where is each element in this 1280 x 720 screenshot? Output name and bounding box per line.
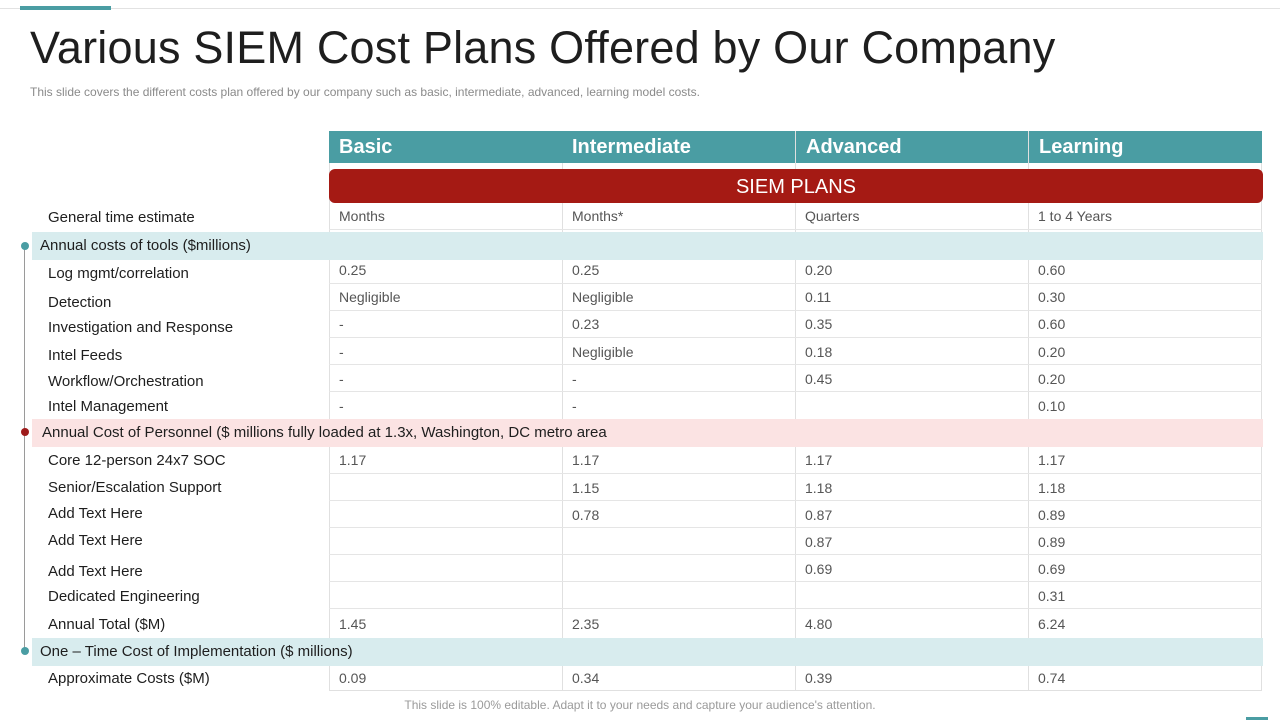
table-cell: 0.31 (1038, 588, 1066, 604)
column-divider (795, 131, 796, 691)
table-cell: 0.39 (805, 670, 833, 686)
row-label: Add Text Here (48, 505, 143, 522)
siem-plans-band: SIEM PLANS (329, 169, 1263, 203)
column-header-basic: Basic (329, 131, 562, 163)
row-label: Intel Feeds (48, 347, 123, 364)
row-label: Investigation and Response (48, 319, 234, 336)
table-cell: 4.80 (805, 616, 833, 632)
table-cell: - (339, 316, 344, 332)
table-cell: 0.25 (339, 262, 367, 278)
table-cell: 0.87 (805, 534, 833, 550)
table-cell: - (339, 398, 344, 414)
row-label: Core 12-person 24x7 SOC (48, 452, 226, 469)
table-cell: 0.60 (1038, 316, 1066, 332)
row-label: Senior/Escalation Support (48, 479, 222, 496)
table-cell: 0.87 (805, 507, 833, 523)
table-cell: 1.18 (805, 480, 833, 496)
table-cell: 0.25 (572, 262, 600, 278)
slide-title: Various SIEM Cost Plans Offered by Our C… (30, 22, 1056, 73)
table-cell: 0.74 (1038, 670, 1066, 686)
table-cell: 1.15 (572, 480, 600, 496)
table-cell: 0.20 (805, 262, 833, 278)
row-divider (329, 554, 1262, 555)
corner-accent-bar (1246, 717, 1268, 720)
row-divider (329, 527, 1262, 528)
table-cell: 2.35 (572, 616, 600, 632)
column-header-advanced: Advanced (796, 131, 1028, 163)
table-cell: - (572, 371, 577, 387)
column-header-learning: Learning (1029, 131, 1262, 163)
table-cell: Negligible (572, 344, 634, 360)
section-timeline-line (24, 245, 25, 651)
table-cell: 0.35 (805, 316, 833, 332)
table-cell: - (572, 398, 577, 414)
table-cell: 1.18 (1038, 480, 1066, 496)
table-cell: 0.09 (339, 670, 367, 686)
section-bullet-icon (21, 647, 29, 655)
row-label: General time estimate (48, 209, 195, 226)
table-cell: Negligible (572, 289, 634, 305)
section-heading-tools: Annual costs of tools ($millions) (32, 232, 1263, 260)
table-cell: Negligible (339, 289, 401, 305)
row-divider (329, 283, 1262, 284)
row-label: Add Text Here (48, 532, 143, 549)
table-cell: 0.11 (805, 289, 832, 305)
section-bullet-icon (21, 242, 29, 250)
column-header-intermediate: Intermediate (562, 131, 795, 163)
section-heading-implementation: One – Time Cost of Implementation ($ mil… (32, 638, 1263, 666)
table-cell: 1.17 (339, 452, 367, 468)
table-cell: 0.18 (805, 344, 833, 360)
table-cell: 0.89 (1038, 507, 1066, 523)
row-label: Workflow/Orchestration (48, 373, 204, 390)
table-cell: 0.89 (1038, 534, 1066, 550)
table-cell: 1.17 (572, 452, 600, 468)
row-label: Add Text Here (48, 563, 143, 580)
table-cell: 0.20 (1038, 371, 1066, 387)
top-accent-bar (20, 6, 111, 10)
table-cell: Months (339, 208, 385, 224)
row-divider (329, 310, 1262, 311)
table-cell: 1.45 (339, 616, 367, 632)
table-cell: 1 to 4 Years (1038, 208, 1112, 224)
table-cell: 0.23 (572, 316, 600, 332)
table-cell: 0.34 (572, 670, 600, 686)
table-cell: - (339, 344, 344, 360)
table-cell: Months* (572, 208, 624, 224)
table-cell: - (339, 371, 344, 387)
row-label: Dedicated Engineering (48, 588, 200, 605)
section-bullet-icon (21, 428, 29, 436)
row-label: Log mgmt/correlation (48, 265, 189, 282)
row-divider (329, 337, 1262, 338)
row-divider (329, 229, 1262, 230)
table-cell: 0.60 (1038, 262, 1066, 278)
table-cell: 6.24 (1038, 616, 1066, 632)
row-label: Intel Management (48, 398, 169, 415)
row-divider (329, 391, 1262, 392)
row-divider (329, 364, 1262, 365)
table-cell: 0.20 (1038, 344, 1066, 360)
row-divider (329, 500, 1262, 501)
row-label: Detection (48, 294, 112, 311)
table-cell: 0.78 (572, 507, 600, 523)
section-heading-personnel: Annual Cost of Personnel ($ millions ful… (32, 419, 1263, 447)
table-cell: 0.69 (805, 561, 833, 577)
table-cell: 0.45 (805, 371, 833, 387)
table-cell: Quarters (805, 208, 860, 224)
row-divider (329, 473, 1262, 474)
slide-subtitle: This slide covers the different costs pl… (30, 85, 700, 99)
row-label: Annual Total ($M) (48, 616, 166, 633)
slide-footer-note: This slide is 100% editable. Adapt it to… (404, 698, 876, 712)
column-divider (1028, 131, 1029, 691)
column-divider (562, 131, 563, 691)
row-divider (329, 608, 1262, 609)
table-cell: 0.30 (1038, 289, 1066, 305)
row-divider (329, 581, 1262, 582)
top-divider-line (0, 8, 1280, 9)
table-cell: 1.17 (805, 452, 833, 468)
table-cell: 0.69 (1038, 561, 1066, 577)
table-cell: 0.10 (1038, 398, 1066, 414)
row-label: Approximate Costs ($M) (48, 670, 210, 687)
table-cell: 1.17 (1038, 452, 1066, 468)
